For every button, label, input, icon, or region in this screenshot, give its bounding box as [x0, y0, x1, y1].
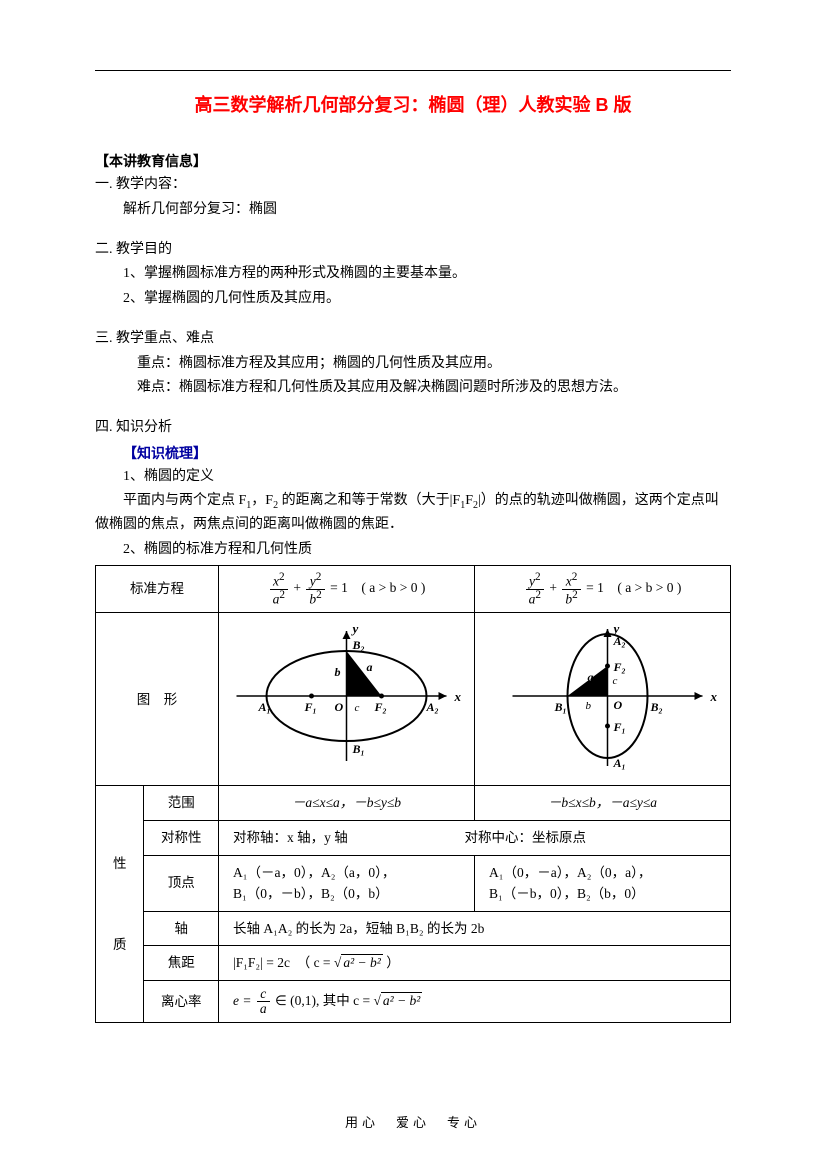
ecc-mid: ∈ (0,1), 其中 c =: [275, 993, 373, 1008]
ellipse-vertical-diagram: x y A₂ A₁ B₁ B₂ F₂ F₁ O c b a a: [481, 621, 724, 771]
diagram-left-cell: x y A₁ A₂ B₂ B₁ F₁ F₂ O c b a a: [219, 613, 475, 786]
svg-text:A₁: A₁: [258, 700, 271, 714]
svg-text:B₂: B₂: [650, 700, 663, 714]
section-objective: 二. 教学目的 1、掌握椭圆标准方程的两种形式及椭圆的主要基本量。 2、掌握椭圆…: [95, 239, 731, 310]
svg-text:F₁: F₁: [304, 700, 317, 714]
svg-text:B₁: B₁: [352, 742, 365, 756]
eq-l-cond: ( a > b > 0 ): [361, 580, 425, 595]
objective-item1: 1、掌握椭圆标准方程的两种形式及椭圆的主要基本量。: [95, 263, 731, 285]
sym-right: 对称中心：坐标原点: [465, 830, 587, 845]
focal-value: |F₁F₂| = 2c （ c = √a² − b² ）: [219, 946, 731, 981]
row-standard-equation: 标准方程 x2a2 + y2b2 = 1 ( a > b > 0 ) y2a2 …: [96, 566, 731, 613]
svg-text:A₂: A₂: [613, 634, 626, 648]
definition-body: 平面内与两个定点 F1，F2 的距离之和等于常数（大于|F1F2|）的点的轨迹叫…: [95, 490, 731, 536]
axis-label: 轴: [144, 911, 219, 946]
svg-text:B₂: B₂: [352, 638, 365, 652]
def-b: ，F: [251, 493, 273, 508]
range-label: 范围: [144, 786, 219, 821]
analysis-heading: 四. 知识分析: [95, 417, 731, 439]
row-axis: 轴 长轴 A₁A₂ 的长为 2a，短轴 B₁B₂ 的长为 2b: [96, 911, 731, 946]
keypoints-item1: 重点：椭圆标准方程及其应用；椭圆的几何性质及其应用。: [95, 353, 731, 375]
svg-text:x: x: [710, 689, 718, 704]
def-d: F: [465, 493, 473, 508]
svg-text:F₁: F₁: [613, 720, 626, 734]
svg-text:O: O: [335, 700, 344, 714]
def-a: 平面内与两个定点 F: [123, 493, 246, 508]
vertex-left: A₁（－a，0），A₂（a，0）， B₁（0，－b），B₂（0，b）: [219, 855, 475, 911]
focal-pre: |F₁F₂| = 2c （ c =: [233, 955, 334, 970]
page-footer: 用心 爱心 专心: [0, 1113, 826, 1134]
objective-item2: 2、掌握椭圆的几何性质及其应用。: [95, 288, 731, 310]
svg-text:y: y: [351, 621, 359, 636]
sym-value: 对称轴：x 轴，y 轴 对称中心：坐标原点: [219, 821, 731, 856]
vertex-label: 顶点: [144, 855, 219, 911]
analysis-subheading: 【知识梳理】: [95, 442, 731, 464]
range-right: －b≤x≤b，－a≤y≤a: [475, 786, 731, 821]
row-focal: 焦距 |F₁F₂| = 2c （ c = √a² − b² ）: [96, 946, 731, 981]
row-vertex: 顶点 A₁（－a，0），A₂（a，0）， B₁（0，－b），B₂（0，b） A₁…: [96, 855, 731, 911]
page-title: 高三数学解析几何部分复习：椭圆（理）人教实验 B 版: [95, 91, 731, 120]
prop-label-a: 性: [102, 853, 137, 875]
svg-text:a: a: [367, 660, 373, 674]
focal-post: ）: [383, 955, 400, 970]
svg-text:A₁: A₁: [613, 756, 626, 770]
svg-text:c: c: [613, 675, 618, 687]
ecc-label: 离心率: [144, 980, 219, 1022]
std-eq-label: 标准方程: [96, 566, 219, 613]
ecc-value: e = ca ∈ (0,1), 其中 c = √a² − b²: [219, 980, 731, 1022]
row-symmetry: 对称性 对称轴：x 轴，y 轴 对称中心：坐标原点: [96, 821, 731, 856]
ecc-pre: e =: [233, 993, 255, 1008]
row-shape: 图 形 x y A₁ A₂ B₂: [96, 613, 731, 786]
svg-text:c: c: [355, 702, 360, 714]
svg-text:x: x: [454, 689, 462, 704]
svg-text:O: O: [614, 698, 623, 712]
keypoints-item2: 难点：椭圆标准方程和几何性质及其应用及解决椭圆问题时所涉及的思想方法。: [95, 377, 731, 399]
info-line2: 解析几何部分复习：椭圆: [95, 199, 731, 221]
ellipse-horizontal-diagram: x y A₁ A₂ B₂ B₁ F₁ F₂ O c b a a: [225, 621, 468, 771]
section-analysis: 四. 知识分析 【知识梳理】 1、椭圆的定义 平面内与两个定点 F1，F2 的距…: [95, 417, 731, 1023]
ecc-rad: a² − b²: [381, 992, 422, 1008]
page: 高三数学解析几何部分复习：椭圆（理）人教实验 B 版 【本讲教育信息】 一. 教…: [0, 0, 826, 1169]
axis-value: 长轴 A₁A₂ 的长为 2a，短轴 B₁B₂ 的长为 2b: [219, 911, 731, 946]
diagram-right-cell: x y A₂ A₁ B₁ B₂ F₂ F₁ O c b a a: [475, 613, 731, 786]
svg-text:a: a: [588, 670, 594, 684]
ecc-num: c: [257, 987, 270, 1002]
focal-label: 焦距: [144, 946, 219, 981]
std-eq-right-cell: y2a2 + x2b2 = 1 ( a > b > 0 ): [475, 566, 731, 613]
table-label: 2、椭圆的标准方程和几何性质: [95, 539, 731, 561]
sym-label: 对称性: [144, 821, 219, 856]
keypoints-heading: 三. 教学重点、难点: [95, 328, 731, 350]
prop-label-cell: 性 质: [96, 786, 144, 1023]
section-keypoints: 三. 教学重点、难点 重点：椭圆标准方程及其应用；椭圆的几何性质及其应用。 难点…: [95, 328, 731, 399]
focal-rad: a² − b²: [341, 954, 382, 970]
info-line1: 一. 教学内容：: [95, 174, 731, 196]
svg-text:A₂: A₂: [426, 700, 439, 714]
vertex-right: A₁（0，－a），A₂（0，a）， B₁（－b，0），B₂（b，0）: [475, 855, 731, 911]
std-eq-left-cell: x2a2 + y2b2 = 1 ( a > b > 0 ): [219, 566, 475, 613]
ecc-den: a: [257, 1002, 270, 1016]
objective-heading: 二. 教学目的: [95, 239, 731, 261]
row-eccentricity: 离心率 e = ca ∈ (0,1), 其中 c = √a² − b²: [96, 980, 731, 1022]
info-heading: 【本讲教育信息】: [95, 150, 731, 172]
svg-text:b: b: [335, 665, 341, 679]
eq-r-cond: ( a > b > 0 ): [617, 580, 681, 595]
sym-left: 对称轴：x 轴，y 轴: [233, 830, 348, 845]
def-c: 的距离之和等于常数（大于|F: [278, 493, 460, 508]
row-range: 性 质 范围 －a≤x≤a，－b≤y≤b －b≤x≤b，－a≤y≤a: [96, 786, 731, 821]
svg-text:F₂: F₂: [613, 660, 626, 674]
svg-text:b: b: [586, 700, 592, 712]
shape-label: 图 形: [96, 613, 219, 786]
top-rule: [95, 70, 731, 71]
prop-label-b: 质: [102, 934, 137, 956]
svg-text:B₁: B₁: [554, 700, 567, 714]
range-left: －a≤x≤a，－b≤y≤b: [219, 786, 475, 821]
section-info: 【本讲教育信息】 一. 教学内容： 解析几何部分复习：椭圆: [95, 150, 731, 221]
svg-text:F₂: F₂: [374, 700, 387, 714]
properties-table: 标准方程 x2a2 + y2b2 = 1 ( a > b > 0 ) y2a2 …: [95, 565, 731, 1023]
definition-label: 1、椭圆的定义: [95, 466, 731, 488]
